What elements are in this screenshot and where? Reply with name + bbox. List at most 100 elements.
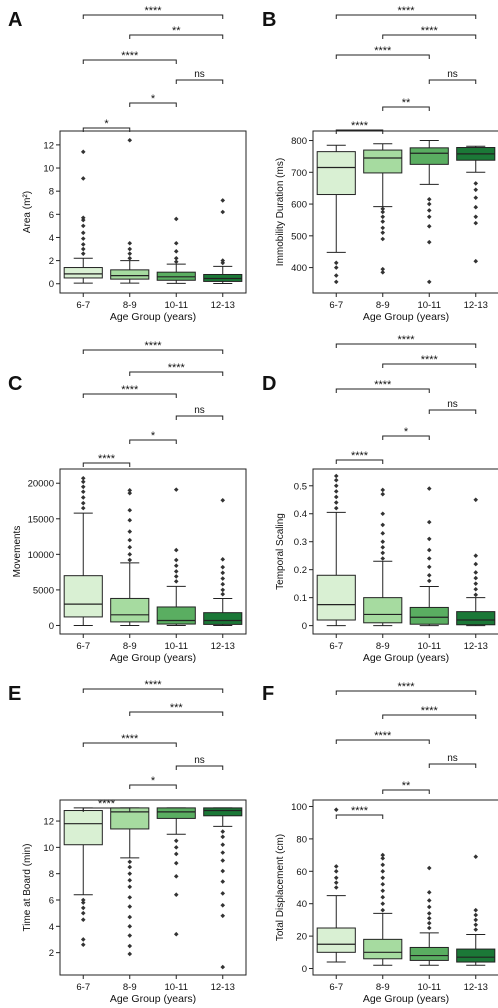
panel-e: E 2 4 6 8 10 12 Time at Board (min) 6-7 8-9 10-11 1… xyxy=(8,679,247,1005)
outlier-point xyxy=(80,495,86,500)
bracket-label: **** xyxy=(351,805,369,817)
outlier-point xyxy=(380,491,386,497)
outlier-point xyxy=(333,473,339,479)
x-tick-label: 8-9 xyxy=(123,300,137,311)
y-axis-label: Immobility Duration (ms) xyxy=(275,158,286,266)
y-axis-label: Time at Board (min) xyxy=(22,844,33,932)
y-tick-label: 0 xyxy=(302,621,307,632)
outlier-point xyxy=(426,223,432,229)
y-tick-label: 80 xyxy=(296,834,307,845)
significance-bracket: **** xyxy=(382,354,477,368)
outlier-point xyxy=(127,933,133,938)
outlier-point xyxy=(220,581,226,587)
outlier-point xyxy=(380,511,386,517)
outlier-point xyxy=(380,856,386,861)
outlier-point xyxy=(333,265,339,270)
outlier-point xyxy=(80,917,86,923)
bracket-label: ** xyxy=(172,25,181,37)
outlier-point xyxy=(173,249,179,254)
significance-bracket: **** xyxy=(335,730,430,744)
panel-b: B 400 500 600 700 800 Immobility Duration (ms)… xyxy=(262,5,498,323)
outlier-point xyxy=(127,877,133,883)
outlier-point xyxy=(220,868,226,874)
bracket-line xyxy=(82,59,177,64)
bracket-line xyxy=(82,14,224,19)
outlier-point xyxy=(127,137,133,143)
box-12-13 xyxy=(203,497,243,626)
outlier-point xyxy=(220,834,226,840)
bracket-line xyxy=(129,102,177,107)
y-tick-label: 0.4 xyxy=(294,509,307,520)
x-tick-label: 8-9 xyxy=(376,982,390,993)
outlier-point xyxy=(173,240,179,246)
bracket-label: **** xyxy=(374,45,392,57)
y-tick-label: 0.1 xyxy=(294,593,307,604)
outlier-point xyxy=(127,529,133,534)
outlier-point xyxy=(127,943,133,949)
outlier-point xyxy=(380,522,386,528)
box-8-9 xyxy=(110,807,150,957)
outlier-point xyxy=(426,925,432,931)
significance-bracket: *** xyxy=(129,702,224,716)
outlier-point xyxy=(333,279,339,285)
outlier-point xyxy=(173,487,179,492)
outlier-point xyxy=(80,217,86,223)
bracket-line xyxy=(335,343,477,348)
plot-frame xyxy=(59,468,247,635)
significance-bracket: **** xyxy=(335,120,384,134)
bracket-line xyxy=(382,363,477,368)
outlier-point xyxy=(127,552,133,557)
outlier-point xyxy=(80,937,86,942)
outlier-point xyxy=(80,223,86,229)
bracket-line xyxy=(82,742,177,747)
outlier-point xyxy=(80,500,86,506)
x-tick-label: 8-9 xyxy=(123,641,137,652)
outlier-point xyxy=(473,592,479,598)
bracket-line xyxy=(428,763,477,768)
outlier-point xyxy=(220,209,226,215)
bracket-label: **** xyxy=(397,681,415,693)
significance-bracket: **** xyxy=(335,379,430,393)
y-axis-label: Total Displacement (cm) xyxy=(275,834,286,941)
bracket-label: * xyxy=(151,93,156,105)
x-tick-label: 6-7 xyxy=(329,641,343,652)
outlier-point xyxy=(426,214,432,220)
bracket-line xyxy=(82,349,224,354)
bracket-line xyxy=(175,79,224,84)
y-axis-label: Temporal Scaling xyxy=(275,513,286,590)
outlier-point xyxy=(426,486,432,491)
bracket-label: **** xyxy=(421,354,439,366)
box-iqr xyxy=(363,149,403,174)
box-6-7 xyxy=(316,144,356,285)
box-10-11 xyxy=(409,486,449,627)
box-iqr xyxy=(409,946,449,961)
significance-bracket: ** xyxy=(129,25,224,39)
outlier-point xyxy=(333,880,339,885)
outlier-point xyxy=(80,246,86,252)
outlier-point xyxy=(173,851,179,857)
outlier-point xyxy=(333,864,339,869)
x-axis-label: Age Group (years) xyxy=(110,311,196,323)
significance-bracket: * xyxy=(382,426,430,440)
bracket-label: ns xyxy=(194,69,205,80)
significance-bracket: * xyxy=(82,118,131,132)
outlier-point xyxy=(426,556,432,561)
outlier-point xyxy=(380,236,386,242)
outlier-point xyxy=(426,547,432,553)
bracket-line xyxy=(82,688,224,693)
box-10-11 xyxy=(156,807,196,937)
significance-bracket: **** xyxy=(382,25,477,39)
outlier-point xyxy=(127,557,133,563)
bracket-line xyxy=(335,388,430,393)
outlier-point xyxy=(426,920,432,926)
outlier-point xyxy=(426,890,432,895)
outlier-point xyxy=(380,901,386,907)
x-tick-label: 6-7 xyxy=(76,982,90,993)
bracket-line xyxy=(382,106,430,111)
outlier-point xyxy=(426,519,432,525)
y-tick-label: 10 xyxy=(43,164,54,175)
outlier-point xyxy=(380,219,386,224)
y-tick-label: 0 xyxy=(49,621,54,632)
outlier-point xyxy=(80,251,86,256)
outlier-point xyxy=(473,927,479,932)
